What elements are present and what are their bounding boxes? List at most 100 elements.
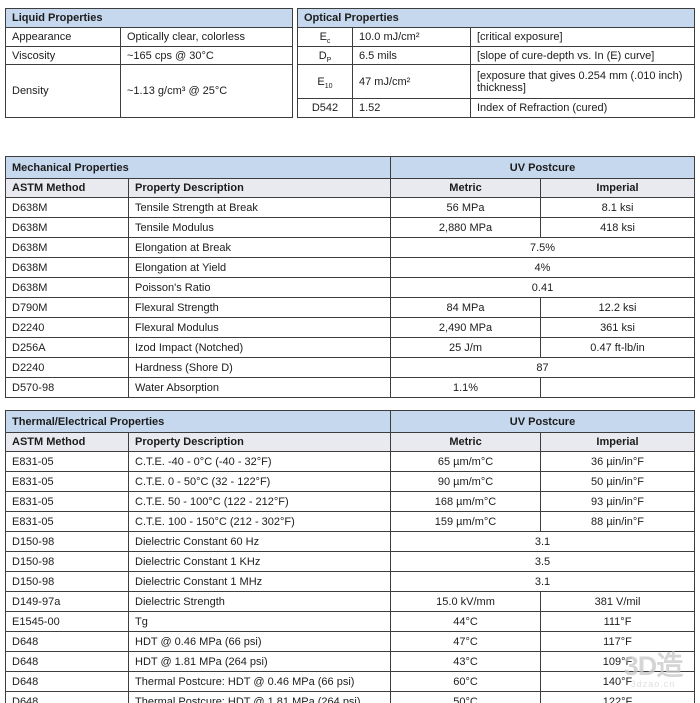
property-description-cell: Elongation at Break bbox=[128, 237, 391, 258]
imperial-value-cell: 0.47 ft-lb/in bbox=[540, 337, 695, 358]
metric-value-cell: 56 MPa bbox=[390, 197, 541, 218]
table-row: D150-98 Dielectric Constant 60 Hz 3.1 bbox=[5, 531, 695, 552]
value-cell: 47 mJ/cm² bbox=[352, 64, 471, 99]
table-row: E1545-00 Tg 44°C 111°F bbox=[5, 611, 695, 632]
table-row: D638M Elongation at Yield 4% bbox=[5, 257, 695, 278]
property-description-cell: Flexural Modulus bbox=[128, 317, 391, 338]
symbol-subscript: P bbox=[326, 56, 332, 64]
astm-method-cell: E1545-00 bbox=[5, 611, 129, 632]
merged-value-cell: 0.41 bbox=[390, 277, 695, 298]
astm-method-cell: E831-05 bbox=[5, 511, 129, 532]
property-description-cell: Dielectric Strength bbox=[127, 591, 392, 612]
property-description-cell: Flexural Strength bbox=[128, 297, 391, 318]
astm-method-cell: D648 bbox=[5, 631, 129, 652]
property-description-cell: C.T.E. -40 - 0°C (-40 - 32°F) bbox=[127, 451, 392, 472]
astm-method-cell: D2240 bbox=[5, 357, 129, 378]
symbol-subscript: 10 bbox=[324, 82, 333, 90]
symbol-subscript: c bbox=[326, 38, 331, 46]
optical-row: DP 6.5 mils [slope of cure-depth vs. In (E… bbox=[297, 46, 695, 65]
liquid-properties-title: Liquid Properties bbox=[5, 8, 293, 28]
value-cell: Optically clear, colorless bbox=[120, 27, 293, 47]
optical-row: D542 1.52 Index of Refraction (cured) bbox=[297, 98, 695, 118]
imperial-value-cell bbox=[540, 377, 695, 398]
table-row: E831-05 C.T.E. 100 - 150°C (212 - 302°F) 1… bbox=[5, 511, 695, 532]
property-description-cell: Tensile Modulus bbox=[128, 217, 391, 238]
merged-value-cell: 4% bbox=[390, 257, 695, 278]
optical-properties-header-row: Optical Properties bbox=[297, 8, 695, 28]
astm-method-cell: D150-98 bbox=[5, 551, 129, 572]
table-row: D638M Tensile Modulus 2,880 MPa 418 ksi bbox=[5, 217, 695, 238]
metric-value-cell: 50°C bbox=[390, 691, 542, 703]
optical-properties-table: Optical Properties Ec 10.0 mJ/cm² [critica… bbox=[297, 8, 695, 118]
astm-method-cell: D256A bbox=[5, 337, 129, 358]
column-header-astm-method: ASTM Method bbox=[5, 178, 129, 198]
astm-method-cell: D638M bbox=[5, 257, 129, 278]
thermal-uv-postcure-label: UV Postcure bbox=[390, 410, 695, 433]
table-row: D149-97a Dielectric Strength 15.0 kV/mm 381… bbox=[5, 591, 695, 612]
metric-value-cell: 90 µm/m°C bbox=[390, 471, 542, 492]
imperial-value-cell: 8.1 ksi bbox=[540, 197, 695, 218]
table-row: D150-98 Dielectric Constant 1 KHz 3.5 bbox=[5, 551, 695, 572]
metric-value-cell: 44°C bbox=[390, 611, 542, 632]
property-description-cell: Elongation at Yield bbox=[128, 257, 391, 278]
liquid-row: Density ~1.13 g/cm³ @ 25°C bbox=[5, 64, 293, 118]
value-cell: ~165 cps @ 30°C bbox=[120, 46, 293, 65]
liquid-properties-header-row: Liquid Properties bbox=[5, 8, 293, 28]
imperial-value-cell: 381 V/mil bbox=[540, 591, 695, 612]
liquid-properties-table: Liquid Properties Appearance Optically cl… bbox=[5, 8, 293, 118]
metric-value-cell: 1.1% bbox=[390, 377, 541, 398]
table-row: D638M Tensile Strength at Break 56 MPa 8.1 … bbox=[5, 197, 695, 218]
merged-value-cell: 3.1 bbox=[390, 571, 695, 592]
astm-method-cell: D638M bbox=[5, 237, 129, 258]
table-row: D2240 Hardness (Shore D) 87 bbox=[5, 357, 695, 378]
metric-value-cell: 2,880 MPa bbox=[390, 217, 541, 238]
table-row: E831-05 C.T.E. 50 - 100°C (122 - 212°F) 16… bbox=[5, 491, 695, 512]
astm-method-cell: D2240 bbox=[5, 317, 129, 338]
table-row: D570-98 Water Absorption 1.1% bbox=[5, 377, 695, 398]
symbol-cell: DP bbox=[297, 46, 353, 65]
property-cell: Density bbox=[5, 64, 121, 118]
column-header-metric: Metric bbox=[390, 432, 542, 452]
optical-row: Ec 10.0 mJ/cm² [critical exposure] bbox=[297, 27, 695, 47]
value-cell: 1.52 bbox=[352, 98, 471, 118]
property-description-cell: Izod Impact (Notched) bbox=[128, 337, 391, 358]
symbol-base: E bbox=[319, 31, 327, 43]
top-tables-row: Liquid Properties Appearance Optically cl… bbox=[0, 0, 700, 118]
mechanical-column-header-row: ASTM Method Property Description Metric … bbox=[5, 178, 695, 198]
metric-value-cell: 47°C bbox=[390, 631, 542, 652]
property-description-cell: Tg bbox=[127, 611, 392, 632]
property-description-cell: Water Absorption bbox=[128, 377, 391, 398]
metric-value-cell: 25 J/m bbox=[390, 337, 541, 358]
astm-method-cell: D570-98 bbox=[5, 377, 129, 398]
property-cell: Viscosity bbox=[5, 46, 121, 65]
optical-row: E10 47 mJ/cm² [exposure that gives 0.254 m… bbox=[297, 64, 695, 99]
symbol-base: D542 bbox=[311, 102, 339, 114]
imperial-value-cell: 12.2 ksi bbox=[540, 297, 695, 318]
column-header-astm-method: ASTM Method bbox=[5, 432, 129, 452]
thermal-column-header-row: ASTM Method Property Description Metric … bbox=[5, 432, 695, 452]
merged-value-cell: 7.5% bbox=[390, 237, 695, 258]
astm-method-cell: D648 bbox=[5, 691, 129, 703]
symbol-base: D bbox=[318, 49, 327, 62]
imperial-value-cell: 109°F bbox=[540, 651, 695, 672]
description-cell: [exposure that gives 0.254 mm (.010 inch… bbox=[470, 64, 695, 99]
liquid-row: Viscosity ~165 cps @ 30°C bbox=[5, 46, 293, 65]
metric-value-cell: 159 µm/m°C bbox=[390, 511, 542, 532]
table-row: D256A Izod Impact (Notched) 25 J/m 0.47 ft-… bbox=[5, 337, 695, 358]
table-row: D638M Elongation at Break 7.5% bbox=[5, 237, 695, 258]
table-row: D638M Poisson's Ratio 0.41 bbox=[5, 277, 695, 298]
mechanical-properties-title: Mechanical Properties bbox=[5, 156, 391, 179]
imperial-value-cell: 111°F bbox=[540, 611, 695, 632]
astm-method-cell: D149-97a bbox=[5, 591, 129, 612]
symbol-cell: E10 bbox=[297, 64, 353, 99]
symbol-cell: D542 bbox=[297, 98, 353, 118]
description-cell: [slope of cure-depth vs. In (E) curve] bbox=[470, 46, 695, 65]
column-header-metric: Metric bbox=[390, 178, 541, 198]
property-description-cell: C.T.E. 100 - 150°C (212 - 302°F) bbox=[127, 511, 392, 532]
astm-method-cell: D648 bbox=[5, 671, 129, 692]
imperial-value-cell: 36 µin/in°F bbox=[540, 451, 695, 472]
table-row: D648 Thermal Postcure: HDT @ 0.46 MPa (66… bbox=[5, 671, 695, 692]
property-description-cell: Poisson's Ratio bbox=[128, 277, 391, 298]
metric-value-cell: 168 µm/m°C bbox=[390, 491, 542, 512]
